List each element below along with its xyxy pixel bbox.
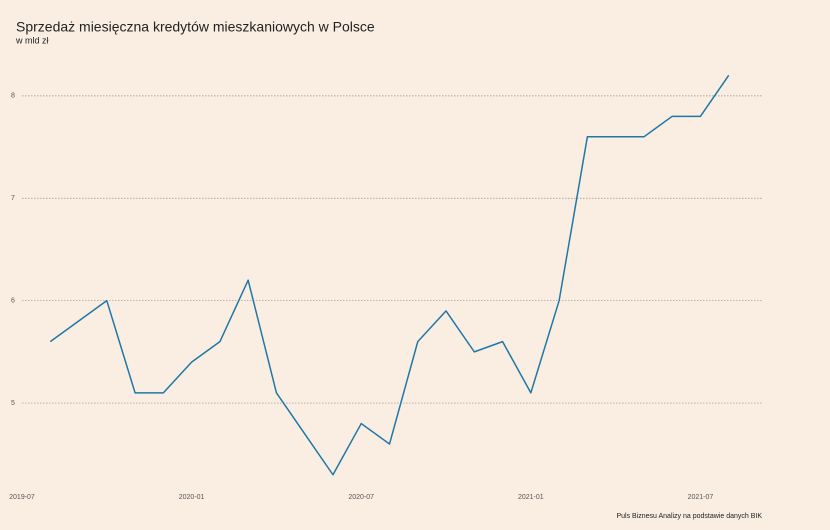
data-line — [49, 74, 730, 476]
y-tick-label: 5 — [11, 400, 15, 407]
chart-subtitle: w mld zł — [15, 35, 49, 45]
x-tick-label: 2021-01 — [518, 494, 544, 501]
chart-title: Sprzedaż miesięczna kredytów mieszkaniow… — [16, 19, 375, 35]
y-tick-label: 7 — [11, 195, 15, 202]
x-tick-label: 2021-07 — [688, 494, 714, 501]
y-tick-label: 8 — [11, 93, 15, 100]
x-tick-label: 2020-01 — [179, 494, 205, 501]
source-note: Puls Biznesu Analizy na podstawie danych… — [616, 513, 762, 520]
y-tick-label: 6 — [11, 298, 15, 305]
x-tick-label: 2020-07 — [348, 494, 374, 501]
x-tick-label: 2019-07 — [9, 494, 35, 501]
